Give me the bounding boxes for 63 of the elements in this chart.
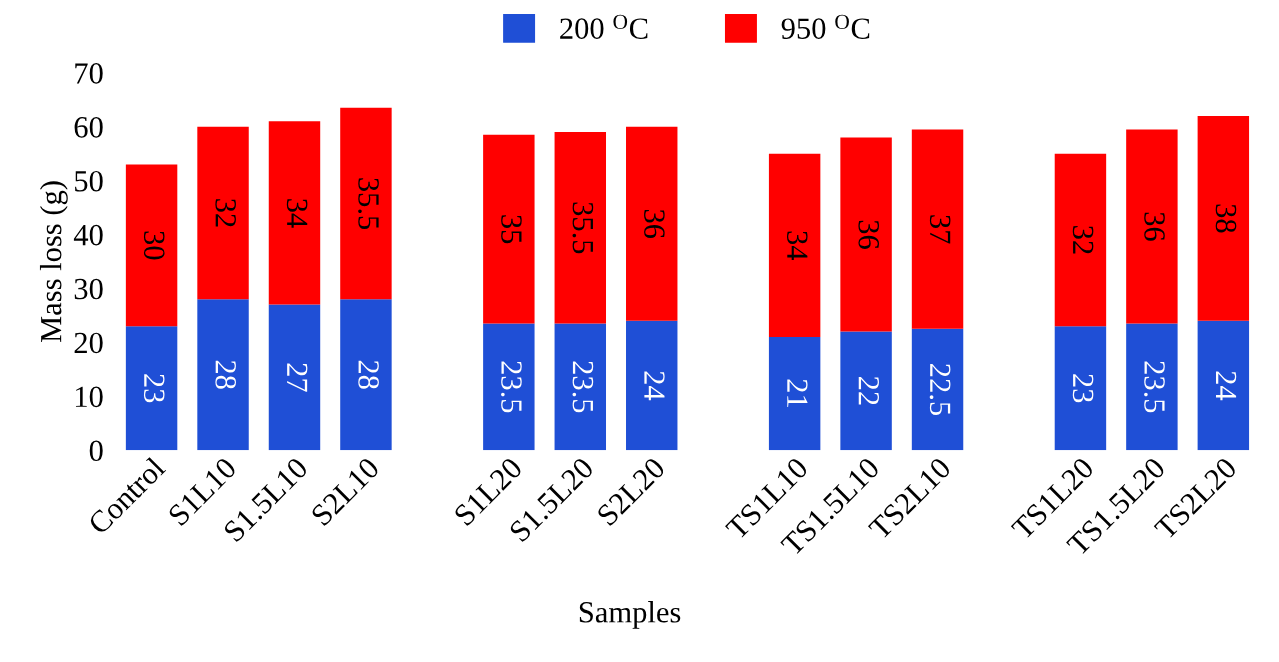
data-label: 34 (286, 199, 308, 228)
data-label: 28 (358, 360, 379, 389)
data-label: 32 (215, 199, 236, 227)
data-label: 21 (787, 379, 808, 407)
data-label: 36 (644, 209, 665, 239)
bar (340, 107, 392, 300)
y-axis-title: Mass loss (g) (39, 181, 68, 343)
data-label: 35 (501, 215, 522, 244)
bar (268, 121, 321, 305)
data-label: 32 (1072, 226, 1094, 254)
data-label: 24 (1215, 371, 1237, 401)
data-label: 22 (858, 376, 879, 405)
x-axis-title: Samples (579, 601, 681, 629)
legend-label: 950 $^{O}$C (781, 14, 870, 39)
data-label: 38 (1215, 204, 1237, 233)
bar (1126, 129, 1178, 324)
y-tick-label: 20 (74, 332, 103, 354)
bar (554, 132, 607, 324)
data-label: 24 (644, 371, 665, 401)
bar (268, 304, 321, 451)
data-label: 23 (143, 374, 165, 403)
data-label: 34 (786, 231, 808, 261)
data-label: 27 (287, 363, 308, 392)
data-label: 22.5 (929, 364, 951, 416)
y-tick-label: 30 (74, 278, 103, 300)
y-tick-label: 50 (75, 170, 103, 192)
y-tick-label: 70 (75, 63, 103, 84)
bar (125, 326, 178, 451)
bar (125, 164, 178, 327)
legend-label: 200 $^{O}$C (560, 14, 648, 39)
bar (1197, 115, 1250, 321)
data-label: 30 (143, 231, 165, 260)
data-label: 36 (858, 220, 879, 249)
bar (911, 328, 964, 451)
y-tick-label: 60 (74, 117, 103, 138)
bar (1054, 153, 1107, 327)
data-label: 23 (1072, 374, 1094, 403)
data-label: 35.5 (358, 178, 379, 230)
bar (340, 299, 392, 451)
data-label: 23.5 (1144, 361, 1165, 413)
bar (840, 137, 892, 332)
bar (197, 126, 249, 300)
bar (840, 331, 892, 451)
bar (554, 323, 607, 451)
data-label: 35.5 (572, 202, 594, 254)
bar (1197, 320, 1250, 451)
bar (768, 336, 821, 451)
data-label: 23.5 (501, 361, 522, 413)
data-label: 36 (1144, 212, 1165, 241)
bar (483, 134, 535, 324)
y-tick-label: 10 (75, 386, 103, 408)
bar (1126, 323, 1178, 451)
bar (483, 323, 535, 451)
bar (768, 153, 821, 337)
y-tick-label: 40 (73, 224, 103, 246)
data-label: 37 (929, 215, 951, 244)
bar (1054, 326, 1107, 451)
bar (197, 299, 249, 451)
data-label: 23.5 (572, 361, 594, 413)
bar (626, 320, 678, 451)
data-label: 28 (215, 360, 237, 389)
bar (911, 129, 964, 329)
bar (626, 126, 678, 321)
